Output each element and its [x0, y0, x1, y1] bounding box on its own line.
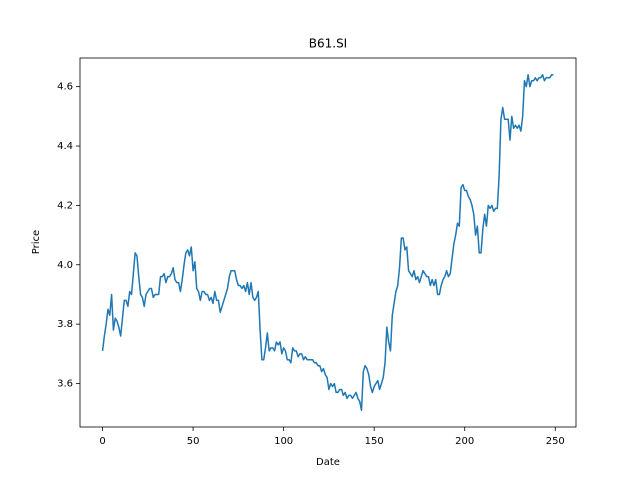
x-tick-label: 200	[455, 436, 474, 447]
x-tick-label: 50	[187, 436, 200, 447]
y-tick-label: 4.0	[57, 260, 73, 271]
price-line	[101, 74, 554, 411]
x-tick-label: 0	[99, 436, 105, 447]
y-tick-label: 3.6	[57, 379, 73, 390]
chart-title: B61.SI	[309, 37, 347, 51]
x-tick-label: 250	[546, 436, 565, 447]
y-tick-label: 3.8	[57, 319, 73, 330]
y-tick-label: 4.6	[57, 82, 73, 93]
x-tick-label: 150	[365, 436, 384, 447]
plot-frame	[79, 57, 577, 428]
y-tick-label: 4.2	[57, 200, 73, 211]
x-tick-label: 100	[274, 436, 293, 447]
y-axis-label: Price	[31, 230, 42, 254]
y-tick-label: 4.4	[57, 141, 73, 152]
x-axis-label: Date	[316, 457, 340, 468]
